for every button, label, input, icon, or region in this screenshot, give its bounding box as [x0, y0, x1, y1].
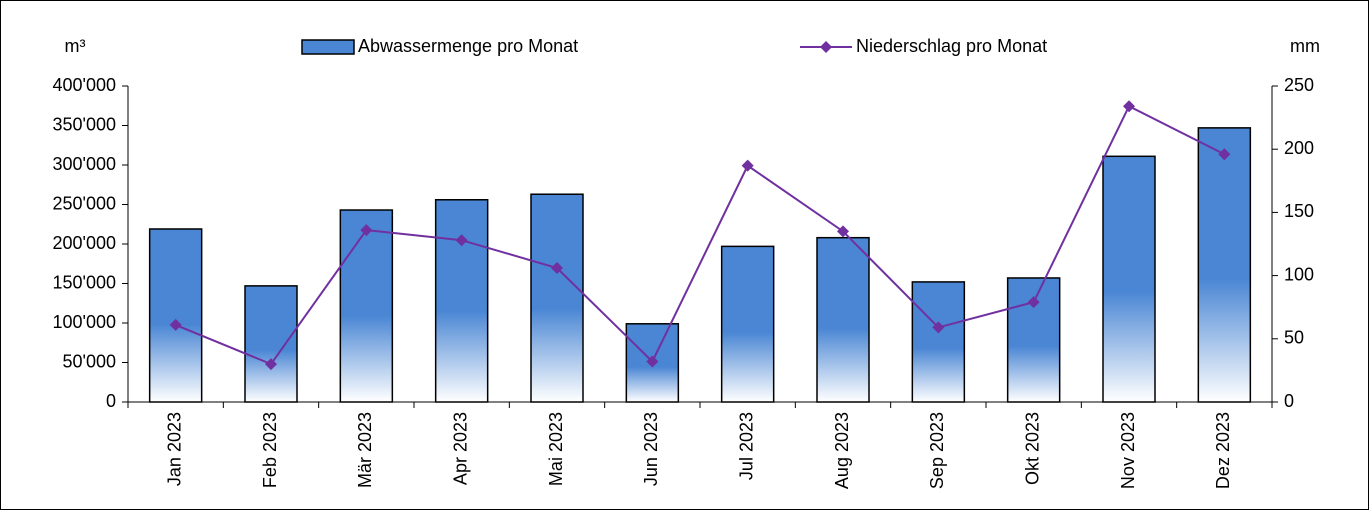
x-tick-label: Jul 2023: [736, 412, 756, 480]
line: [175, 104, 1225, 366]
line-marker: [1027, 296, 1040, 309]
y-axis-label: m³: [65, 36, 86, 56]
line-marker: [169, 318, 182, 331]
y2-tick-label: 250: [1284, 75, 1314, 95]
x-tick-label: Okt 2023: [1022, 412, 1042, 485]
y-tick-label: 150'000: [52, 272, 116, 292]
line-marker: [455, 234, 468, 247]
line-marker: [360, 224, 373, 237]
bar: [434, 199, 489, 403]
y2-tick-label: 200: [1284, 138, 1314, 158]
y-tick-label: 350'000: [52, 114, 116, 134]
y2-tick-label: 150: [1284, 201, 1314, 221]
line-marker: [646, 355, 659, 368]
line-marker: [1218, 148, 1231, 161]
bar: [530, 193, 584, 403]
legend-swatch: [301, 39, 355, 55]
bar: [1102, 155, 1156, 403]
bar: [1197, 127, 1252, 403]
x-tick-label: Mär 2023: [355, 412, 375, 488]
line-marker: [741, 159, 754, 172]
x-tick-label: Jun 2023: [641, 412, 661, 486]
y2-tick-label: 50: [1284, 328, 1304, 348]
line-marker: [551, 262, 563, 275]
x-tick-label: Jan 2023: [164, 412, 184, 486]
bar: [720, 245, 775, 403]
y-tick-label: 300'000: [52, 154, 116, 174]
y2-tick-label: 0: [1284, 391, 1294, 411]
y-tick-label: 50'000: [63, 351, 117, 371]
x-tick-label: Sep 2023: [927, 412, 947, 489]
y-tick-label: 400'000: [52, 75, 116, 95]
x-tick-label: Mai 2023: [546, 412, 566, 486]
y-tick-label: 100'000: [52, 312, 116, 332]
x-tick-label: Aug 2023: [832, 412, 852, 489]
line-marker: [1123, 100, 1135, 113]
bar: [816, 236, 870, 403]
line-marker: [932, 321, 945, 334]
y2-tick-label: 100: [1284, 264, 1314, 284]
bar: [148, 228, 203, 403]
bar: [911, 281, 966, 403]
y-tick-label: 250'000: [52, 193, 116, 213]
legend-swatch: [820, 41, 832, 53]
line-marker: [837, 225, 849, 238]
legend-label: Abwassermenge pro Monat: [358, 36, 578, 56]
x-tick-label: Apr 2023: [450, 412, 470, 485]
y-tick-label: 200'000: [52, 233, 116, 253]
x-tick-label: Feb 2023: [260, 412, 280, 488]
bar: [244, 285, 298, 403]
bar: [339, 209, 394, 403]
line-marker: [265, 358, 277, 371]
y2-axis-label: mm: [1290, 36, 1320, 56]
legend-label: Niederschlag pro Monat: [856, 36, 1047, 56]
x-tick-label: Dez 2023: [1213, 412, 1233, 489]
x-tick-label: Nov 2023: [1118, 412, 1138, 489]
y-tick-label: 0: [106, 391, 116, 411]
